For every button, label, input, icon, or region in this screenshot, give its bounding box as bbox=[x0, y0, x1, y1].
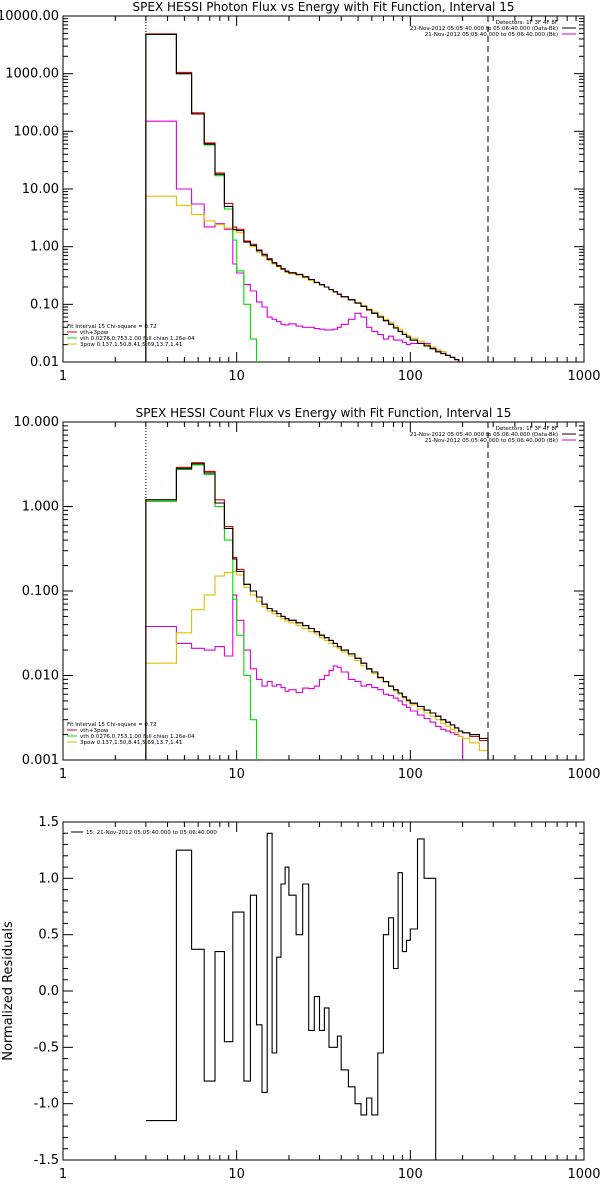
fit-summary-line: Fit Interval 15 Chi-square = 0.72 bbox=[67, 324, 157, 330]
y-tick-label: 0.01 bbox=[30, 355, 59, 370]
header-line-1: Detectors: 1F 3F 4F 8F bbox=[496, 426, 558, 432]
x-tick-label: 10 bbox=[228, 369, 245, 384]
header-line-1: Detectors: 1F 3F 4F 8F bbox=[496, 20, 558, 26]
y-tick-label: -1.5 bbox=[34, 1153, 59, 1168]
y-tick-label: -0.5 bbox=[34, 1040, 59, 1055]
y-tick-label: 0.0 bbox=[38, 984, 59, 999]
y-tick-label: 10000.00 bbox=[0, 9, 59, 24]
fit-legend-line-1: vth+3pow bbox=[80, 330, 109, 336]
series-line-vth-3pow bbox=[145, 33, 464, 362]
header-line-3: 21-Nov-2012 05:05:40.000 to 05:06:40.000… bbox=[425, 438, 558, 444]
header-line-2: 21-Nov-2012 05:05:40.000 to 05:06:40.000… bbox=[410, 26, 558, 32]
series-line-3pow bbox=[145, 195, 471, 362]
y-tick-label: 0.5 bbox=[38, 928, 59, 943]
series-line-data-bk bbox=[145, 463, 489, 760]
x-tick-label: 10 bbox=[228, 1167, 245, 1182]
y-tick-label: 1.5 bbox=[38, 815, 59, 830]
series-group bbox=[145, 832, 437, 1160]
y-tick-label: -1.0 bbox=[34, 1097, 59, 1112]
fit-legend-line-2: vth 0.0276,0.753,1.00 full chian 1.26e-0… bbox=[80, 734, 195, 740]
y-axis-label: Normalized Residuals bbox=[1, 921, 16, 1061]
x-tick-label: 100 bbox=[398, 369, 423, 384]
x-tick-label: 10 bbox=[228, 767, 245, 782]
fit-legend-line-3: 3pow 0.137,1.50,8.41,5.69,13.7,1.41 bbox=[80, 740, 182, 746]
y-tick-label: 0.100 bbox=[22, 584, 59, 599]
series-line-vth bbox=[145, 33, 258, 362]
x-tick-label: 1 bbox=[59, 767, 67, 782]
chart-panel-2: SPEX HESSI Count Flux vs Energy with Fit… bbox=[14, 406, 600, 782]
plot-frame bbox=[62, 421, 585, 761]
residual-legend-text: 15: 21-Nov-2012 05:05:40.000 to 05:06:40… bbox=[86, 830, 217, 836]
fit-legend-line-3: 3pow 0.137,1.50,8.41,5.69,13.7,1.41 bbox=[80, 342, 182, 348]
series-line-15 bbox=[145, 832, 437, 1160]
x-tick-label: 100 bbox=[398, 1167, 423, 1182]
fit-legend-line-2: vth 0.0276,0.753,1.00 full chian 1.26e-0… bbox=[80, 336, 195, 342]
x-tick-label: 1000 bbox=[567, 369, 600, 384]
y-tick-label: 10.000 bbox=[14, 415, 60, 430]
header-line-3: 21-Nov-2012 05:05:40.000 to 05:06:40.000… bbox=[425, 32, 558, 38]
chart-panel-3: 1 10 100 1000 -1.5 -1.0 -0.5 0.0 0.5 1.0 1.5 Normal… bbox=[1, 815, 600, 1182]
y-tick-label: 100.00 bbox=[14, 124, 60, 139]
y-tick-label: 1.00 bbox=[30, 240, 59, 255]
x-tick-label: 1 bbox=[59, 1167, 67, 1182]
chart-title: SPEX HESSI Photon Flux vs Energy with Fi… bbox=[133, 0, 515, 14]
chart-title: SPEX HESSI Count Flux vs Energy with Fit… bbox=[136, 406, 512, 420]
fit-legend-line-1: vth+3pow bbox=[80, 728, 109, 734]
series-group bbox=[145, 33, 471, 362]
x-tick-label: 1 bbox=[59, 369, 67, 384]
y-tick-label: 0.010 bbox=[22, 669, 59, 684]
y-tick-label: 10.00 bbox=[22, 182, 59, 197]
plot-frame bbox=[62, 821, 585, 1161]
y-tick-label: 1000.00 bbox=[5, 67, 59, 82]
y-tick-label: 0.10 bbox=[30, 297, 59, 312]
x-tick-label: 1000 bbox=[567, 1167, 600, 1182]
header-line-2: 21-Nov-2012 05:05:40.000 to 05:06:40.000… bbox=[410, 432, 558, 438]
x-tick-label: 1000 bbox=[567, 767, 600, 782]
series-line-bk bbox=[145, 594, 464, 760]
fit-summary-line: Fit Interval 15 Chi-square = 0.72 bbox=[67, 722, 157, 728]
plot-frame bbox=[62, 15, 585, 363]
y-tick-label: 0.001 bbox=[22, 753, 59, 768]
series-group bbox=[145, 462, 489, 760]
y-tick-label: 1.000 bbox=[22, 500, 59, 515]
series-line-data-bk bbox=[145, 33, 471, 362]
y-tick-label: 1.0 bbox=[38, 871, 59, 886]
chart-panel-1: SPEX HESSI Photon Flux vs Energy with Fi… bbox=[0, 0, 600, 384]
series-line-vth bbox=[145, 464, 258, 760]
series-line-bk bbox=[145, 120, 464, 362]
x-tick-label: 100 bbox=[398, 767, 423, 782]
